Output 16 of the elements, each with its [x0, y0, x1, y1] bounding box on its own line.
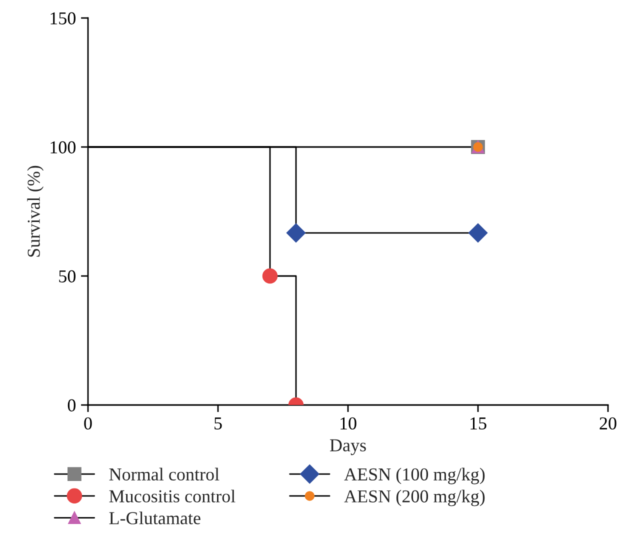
x-tick-label: 20 [600, 417, 616, 430]
legend-label: L-Glutamate [109, 512, 200, 524]
y-tick-label: 50 [59, 270, 76, 282]
legend-label: Normal control [109, 468, 220, 481]
y-tick-label: 100 [50, 141, 76, 154]
legend-label: AESN (200 mg/kg) [344, 490, 485, 506]
x-tick-label: 0 [84, 417, 92, 430]
x-axis-title: Days [330, 439, 366, 456]
y-tick-label: 0 [68, 399, 76, 412]
y-tick-label: 150 [50, 12, 76, 24]
y-axis-title: Survival (%) [27, 166, 44, 257]
legend-label: AESN (100 mg/kg) [344, 468, 485, 484]
legend-label: Mucositis control [109, 490, 236, 502]
x-tick-label: 10 [340, 417, 356, 430]
x-tick-label: 15 [470, 417, 486, 430]
x-tick-label: 5 [214, 418, 222, 430]
